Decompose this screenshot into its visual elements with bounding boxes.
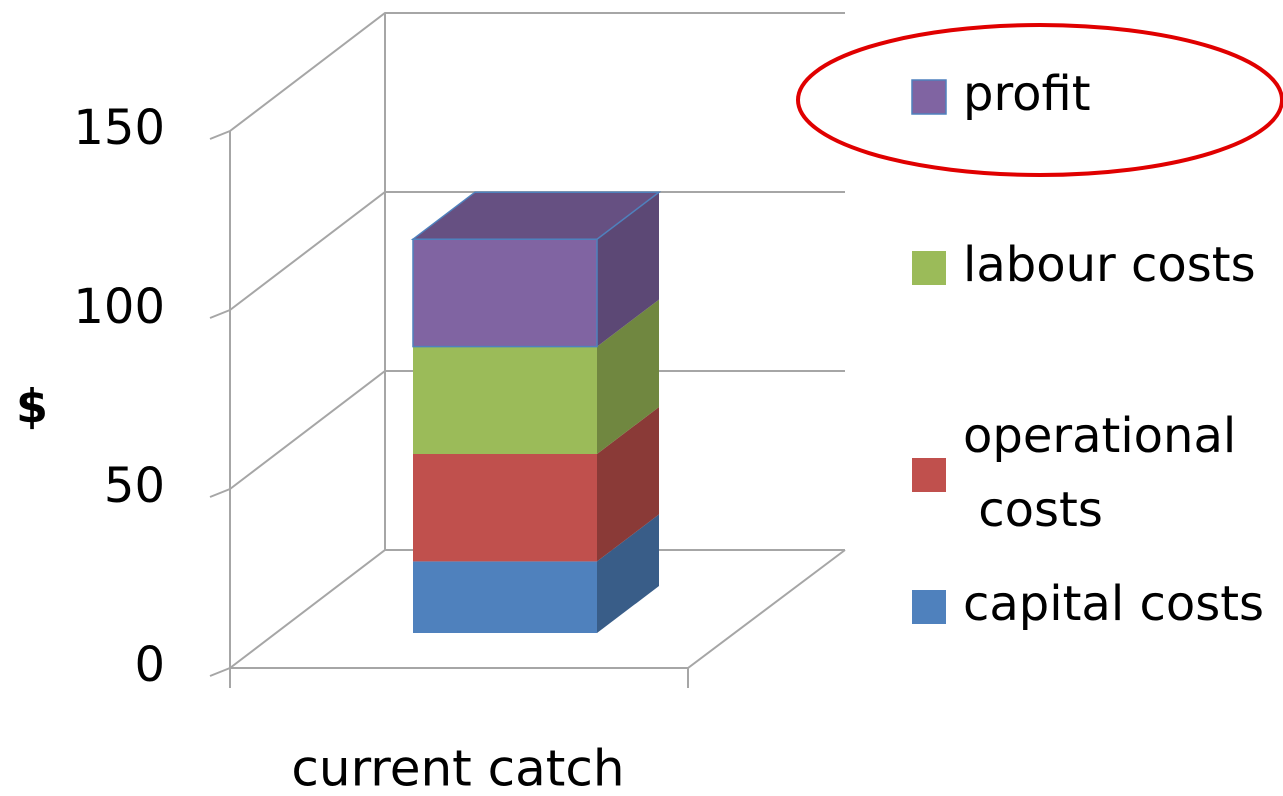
highlight-ellipse <box>796 23 1283 177</box>
y-tick-label: 100 <box>73 279 165 335</box>
y-tick <box>209 309 231 319</box>
bar-front <box>413 239 597 347</box>
bar-front <box>413 561 597 633</box>
legend-label: operational costs <box>963 408 1236 538</box>
y-tick-label: 0 <box>134 637 165 693</box>
legend-swatch <box>912 590 946 624</box>
bar-front <box>413 346 597 454</box>
y-axis-label: $ <box>16 380 48 434</box>
legend-swatch <box>912 251 946 285</box>
bar-side <box>597 192 659 347</box>
grid-line <box>229 191 845 311</box>
bar-side <box>597 514 659 633</box>
x-tick-label: current catch <box>291 740 624 796</box>
y-tick <box>209 488 231 498</box>
legend-label: profit <box>963 66 1091 122</box>
legend-swatch <box>912 458 946 492</box>
y-tick <box>209 667 231 677</box>
y-tick-label: 150 <box>73 100 165 156</box>
y-tick-label: 50 <box>104 458 165 514</box>
grid-line <box>229 549 845 669</box>
bar-side <box>597 299 659 454</box>
legend-label: capital costs <box>963 576 1264 632</box>
legend-swatch <box>911 79 947 115</box>
legend-label: labour costs <box>963 237 1256 293</box>
bar-side <box>597 407 659 562</box>
bar-outline <box>412 238 598 348</box>
bar-front <box>413 454 597 562</box>
grid-line <box>229 370 845 490</box>
grid-line <box>229 12 845 132</box>
y-tick <box>209 130 231 140</box>
